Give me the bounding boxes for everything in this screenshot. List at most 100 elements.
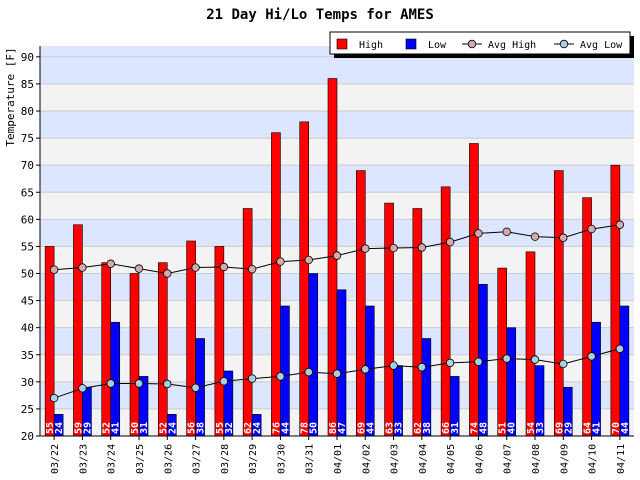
x-tick-label: 04/08 [531, 444, 542, 474]
bar-low [619, 305, 630, 437]
bar-high [553, 170, 564, 437]
point-avg-high [304, 255, 313, 265]
bar-label-high: 78 [300, 422, 311, 434]
point-avg-high [502, 227, 511, 236]
y-tick-label: 60 [21, 213, 34, 226]
point-avg-low [163, 379, 172, 389]
bar-label-low: 24 [252, 422, 263, 434]
y-tick-labels: 20 25 30 35 40 45 50 55 60 65 70 75 80 85 90 [21, 51, 40, 443]
bar-label-high: 55 [45, 422, 56, 434]
point-avg-low [134, 379, 144, 388]
y-tick-label: 25 [21, 403, 34, 416]
bar-high [355, 170, 366, 437]
bar-label-high: 62 [413, 422, 424, 434]
legend-label-avg-low: Avg Low [580, 40, 623, 51]
legend-marker-avg-high [467, 39, 477, 49]
y-tick-label: 35 [21, 349, 34, 362]
bar-label-high: 59 [73, 422, 84, 434]
bar-low [336, 289, 347, 437]
point-avg-high [587, 224, 596, 234]
y-tick-label: 50 [21, 268, 34, 281]
point-avg-high [389, 243, 398, 253]
y-tick-label: 70 [21, 159, 34, 172]
x-tick-label: 04/11 [616, 444, 627, 474]
bar-label-high: 76 [271, 422, 282, 434]
legend-marker-avg-low [559, 39, 569, 49]
bar-label-high: 51 [498, 422, 509, 434]
bar-low [591, 321, 601, 437]
bar-low [506, 327, 517, 437]
point-avg-low [304, 367, 313, 377]
bar-label-high: 54 [526, 422, 537, 434]
point-avg-low [417, 363, 427, 372]
average-lines [49, 220, 625, 403]
point-avg-low [530, 355, 540, 364]
bar-high [242, 208, 253, 437]
point-avg-high [191, 263, 200, 272]
bar-label-high: 70 [611, 422, 622, 434]
y-tick-label: 40 [21, 322, 34, 335]
bar-label-high: 52 [158, 422, 169, 434]
point-avg-low [361, 365, 370, 374]
bar-high [299, 121, 310, 437]
x-tick-label: 04/01 [333, 444, 344, 474]
bar-label-high: 69 [554, 422, 565, 434]
x-tick-label: 03/29 [248, 444, 259, 474]
bar-label-low: 33 [535, 422, 546, 434]
x-tick-label: 03/25 [135, 444, 146, 474]
bar-high [610, 164, 621, 437]
point-avg-low [49, 393, 59, 403]
bar-label-low: 33 [394, 422, 405, 434]
legend-label-high: High [359, 40, 383, 51]
bar-label-high: 55 [215, 422, 226, 434]
x-tick-label: 03/26 [163, 444, 174, 474]
y-tick-label: 90 [21, 51, 34, 64]
bar-label-low: 29 [82, 422, 93, 434]
y-tick-label: 20 [21, 430, 34, 443]
legend-swatch-high [336, 38, 348, 50]
bar-low [110, 321, 121, 437]
chart-title: 21 Day Hi/Lo Temps for AMES [206, 7, 434, 23]
bar-high [44, 246, 55, 437]
point-avg-high [530, 232, 540, 241]
point-avg-low [191, 383, 200, 392]
bar-high [412, 208, 423, 437]
x-tick-label: 04/03 [390, 444, 401, 474]
bar-low [308, 273, 319, 437]
x-tick-label: 03/27 [192, 444, 203, 474]
legend-swatch-low [405, 38, 417, 50]
point-avg-high [559, 233, 568, 242]
y-tick-label: 80 [21, 105, 34, 118]
bar-label-low: 24 [167, 422, 178, 434]
bar-high [271, 132, 281, 437]
bar-high [497, 267, 508, 437]
bar-label-low: 48 [478, 422, 489, 434]
bar-label-low: 24 [54, 422, 65, 434]
bar-label-high: 86 [328, 422, 339, 434]
x-tick-label: 03/28 [220, 444, 231, 474]
point-avg-low [219, 377, 229, 386]
bar-low [421, 338, 432, 437]
bar-label-low: 47 [337, 422, 348, 434]
x-tick-label: 03/30 [276, 444, 287, 474]
y-tick-label: 85 [21, 78, 34, 91]
bar-label-high: 74 [469, 422, 480, 434]
point-avg-high [219, 262, 229, 272]
bar-label-low: 29 [563, 422, 574, 434]
bar-label-high: 50 [130, 422, 141, 434]
point-avg-low [247, 374, 257, 383]
bar-label-low: 44 [280, 422, 291, 434]
x-tick-label: 04/04 [418, 444, 429, 474]
bar-high [440, 186, 451, 437]
bar-label-high: 66 [441, 422, 452, 434]
bar-label-high: 63 [385, 422, 396, 434]
x-tick-label: 04/07 [503, 444, 514, 474]
legend: High Low Avg High Avg Low [329, 31, 634, 58]
bar-label-low: 50 [309, 422, 320, 434]
point-avg-low [332, 369, 342, 378]
point-avg-high [474, 229, 483, 238]
bar-label-low: 32 [224, 422, 235, 434]
y-tick-label: 30 [21, 376, 34, 389]
point-avg-low [474, 357, 483, 366]
bars [44, 78, 630, 437]
